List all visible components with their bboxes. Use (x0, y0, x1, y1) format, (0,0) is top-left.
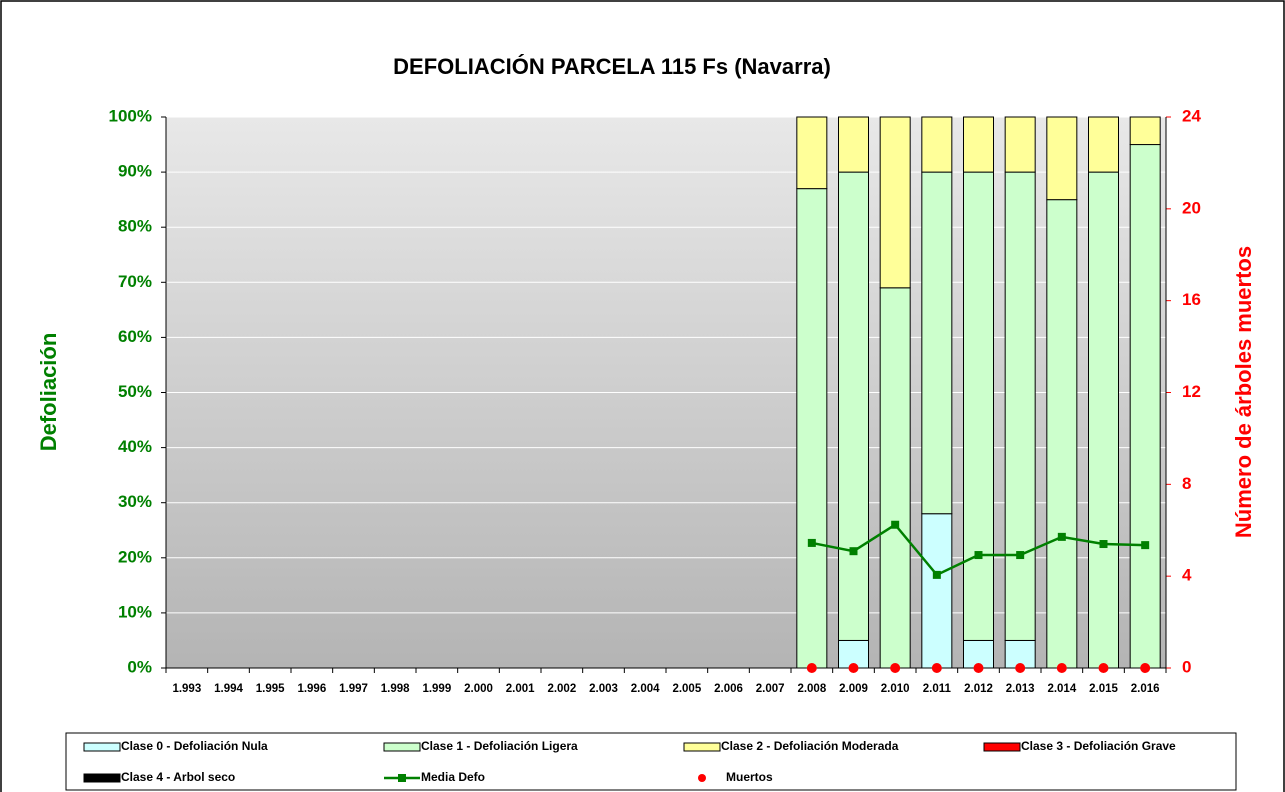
y2-tick-label: 24 (1182, 106, 1201, 125)
line-marker (1057, 532, 1066, 541)
legend-label: Clase 0 - Defoliación Nula (121, 739, 268, 753)
point (1056, 663, 1067, 673)
y-tick-label: 90% (118, 162, 152, 181)
y-tick-label: 60% (118, 327, 152, 346)
x-tick-label: 2.012 (964, 683, 993, 695)
bar-segment (1088, 116, 1119, 173)
bar-segment (796, 116, 828, 190)
y2-axis-label: Número de árboles muertos (1231, 246, 1256, 538)
bar-segment (921, 171, 953, 515)
y-tick-label: 20% (118, 547, 152, 566)
line-marker (1016, 551, 1025, 560)
legend-label: Clase 3 - Defoliación Grave (1021, 739, 1176, 753)
legend-swatch (683, 742, 721, 752)
bar-segment (1088, 171, 1119, 669)
point (848, 663, 859, 673)
line-marker (974, 551, 983, 560)
chart-title: DEFOLIACIÓN PARCELA 115 Fs (Navarra) (393, 54, 831, 79)
y-tick-label: 30% (118, 492, 152, 511)
x-tick-label: 1.993 (172, 683, 201, 695)
x-tick-label: 2.003 (589, 683, 618, 695)
y-tick-label: 70% (118, 272, 152, 291)
point (973, 663, 984, 673)
bar-segment (838, 116, 869, 173)
legend-swatch (83, 773, 121, 783)
y-tick-label: 10% (118, 602, 152, 621)
legend-swatch (983, 742, 1021, 752)
x-tick-label: 2.002 (547, 683, 576, 695)
bar-segment (796, 188, 828, 669)
x-tick-label: 2.016 (1131, 683, 1160, 695)
point (1015, 663, 1026, 673)
x-tick-label: 1.997 (339, 683, 368, 695)
x-tick-label: 2.014 (1047, 683, 1076, 695)
y-tick-label: 80% (118, 217, 152, 236)
x-tick-label: 1.999 (422, 683, 451, 695)
legend-label: Media Defo (421, 770, 485, 784)
y2-tick-label: 20 (1182, 198, 1201, 217)
x-tick-label: 2.015 (1089, 683, 1118, 695)
bar-segment (1129, 144, 1161, 669)
y2-tick-label: 4 (1182, 566, 1192, 585)
bar-segment (1129, 116, 1161, 146)
line-marker (891, 520, 900, 529)
x-tick-label: 2.004 (631, 683, 660, 695)
x-tick-label: 2.007 (756, 683, 785, 695)
y-tick-label: 0% (127, 657, 152, 676)
y2-tick-label: 16 (1182, 290, 1201, 309)
y-tick-label: 100% (109, 106, 152, 125)
y2-tick-label: 0 (1182, 657, 1191, 676)
legend-swatch (398, 774, 406, 782)
bar-segment (921, 513, 953, 669)
y2-tick-label: 12 (1182, 382, 1201, 401)
bar-segment (879, 287, 911, 669)
point (1140, 663, 1151, 673)
x-tick-label: 2.000 (464, 683, 493, 695)
y-axis-label: Defoliación (36, 333, 61, 452)
legend-label: Clase 2 - Defoliación Moderada (721, 739, 899, 753)
x-tick-label: 2.010 (881, 683, 910, 695)
line-marker (1141, 541, 1150, 550)
x-tick-label: 2.013 (1006, 683, 1035, 695)
y-tick-label: 50% (118, 382, 152, 401)
bar-segment (1046, 116, 1078, 201)
bar-segment (1004, 171, 1036, 641)
point (1098, 663, 1109, 673)
bar-segment (838, 171, 869, 641)
x-tick-label: 2.011 (923, 683, 952, 695)
bar-segment (1046, 199, 1078, 669)
line-marker (849, 547, 858, 556)
point (931, 663, 942, 673)
x-tick-label: 2.006 (714, 683, 743, 695)
x-tick-label: 2.005 (672, 683, 701, 695)
legend-swatch (698, 774, 706, 782)
bar-segment (1004, 116, 1036, 173)
y-tick-label: 40% (118, 437, 152, 456)
x-tick-label: 1.995 (256, 683, 285, 695)
legend-box (65, 732, 1237, 791)
x-tick-label: 2.009 (839, 683, 868, 695)
bar-segment (963, 171, 994, 641)
bar-segment (879, 116, 911, 289)
x-tick-label: 1.994 (214, 683, 243, 695)
y2-tick-label: 8 (1182, 474, 1191, 493)
point (806, 663, 817, 673)
x-tick-label: 2.008 (797, 683, 826, 695)
bar-segment (963, 116, 994, 173)
legend-swatch (383, 742, 421, 752)
legend-swatch (83, 742, 121, 752)
point (890, 663, 901, 673)
line-marker (807, 538, 816, 547)
x-tick-label: 2.001 (506, 683, 535, 695)
x-tick-label: 1.998 (381, 683, 410, 695)
legend-label: Clase 1 - Defoliación Ligera (421, 739, 578, 753)
x-tick-label: 1.996 (297, 683, 326, 695)
legend-label: Muertos (726, 770, 773, 784)
line-marker (932, 570, 941, 579)
legend-label: Clase 4 - Arbol seco (121, 770, 235, 784)
bar-segment (921, 116, 953, 173)
line-marker (1099, 540, 1108, 549)
